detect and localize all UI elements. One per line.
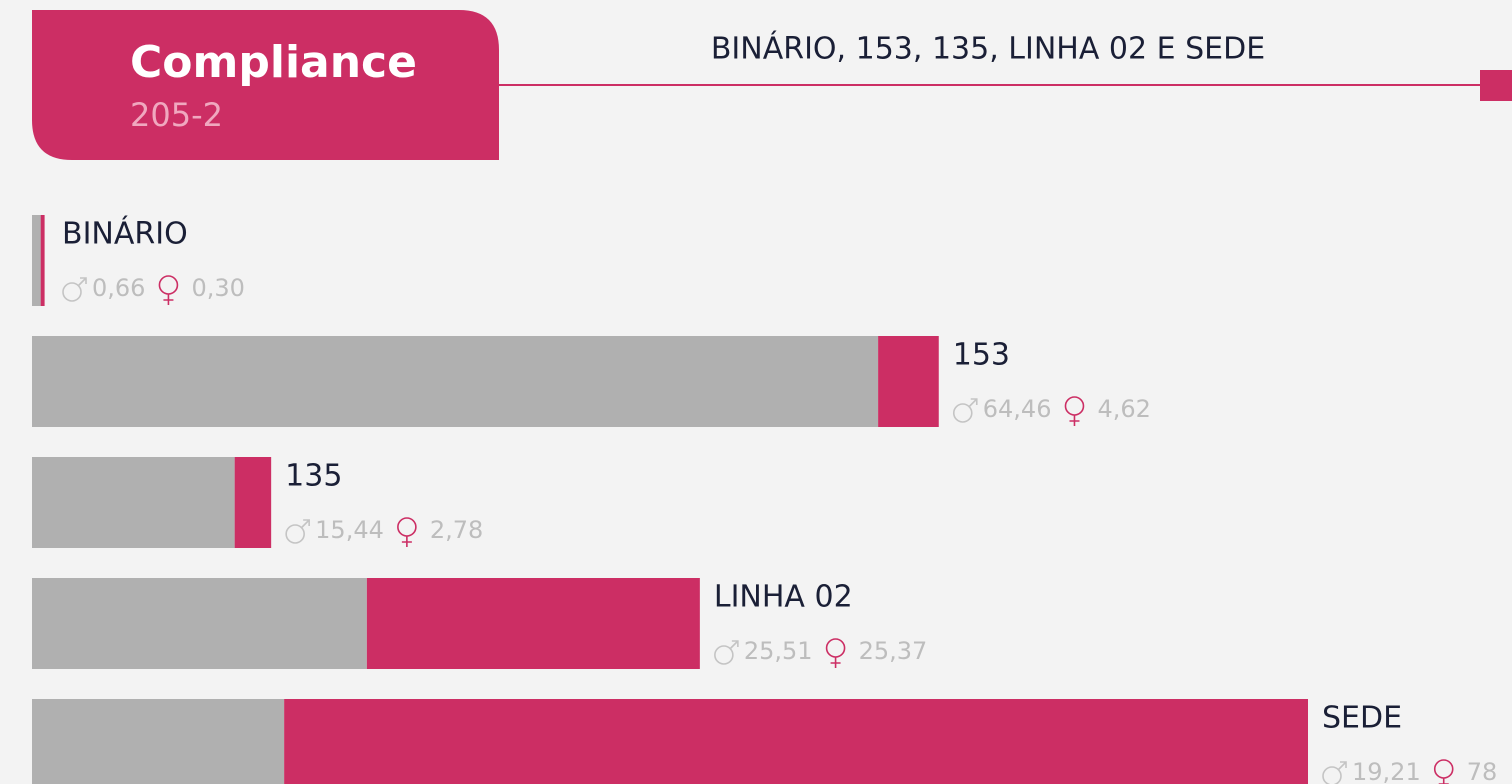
male-icon [62,277,87,302]
male-icon-circle [1322,766,1342,784]
male-icon [714,640,739,665]
category-label: SEDE [1322,701,1402,736]
bar-segment [32,578,367,669]
female-icon [1433,759,1454,784]
female-icon-circle [825,638,846,658]
bar-segment [32,699,285,784]
male-value: 19,21 [1352,758,1421,784]
male-icon-arrow [77,277,87,287]
bar-segment [878,336,939,427]
bar-segment [40,215,45,306]
bar-segment [366,578,700,669]
female-icon-circle [158,275,179,295]
header-square [1480,70,1512,101]
female-icon-cross [163,294,174,305]
male-icon-arrow [1337,761,1347,771]
male-icon-circle [952,403,973,423]
bar-segment [284,699,1308,784]
female-icon [397,517,417,547]
female-icon [1064,396,1085,426]
female-icon-circle [397,517,417,537]
male-icon-arrow [300,519,310,529]
female-value: 78 [1467,758,1498,784]
female-value: 25,37 [859,637,928,665]
male-icon-circle [62,282,82,302]
category-label: 135 [285,459,342,494]
female-value: 2,78 [430,516,483,544]
male-icon-arrow [968,398,978,408]
header-title: Compliance [130,37,417,88]
bar-segment [32,457,235,548]
header-panel [32,10,499,160]
bar-segment [234,457,272,548]
bar-segment [32,336,879,427]
female-icon-cross [401,536,412,547]
category-label: 153 [953,338,1010,373]
male-value: 25,51 [744,637,813,665]
female-icon-circle [1433,759,1454,779]
category-label: LINHA 02 [714,580,853,615]
male-icon-circle [285,524,305,544]
male-icon [1322,761,1347,784]
male-icon [952,398,978,423]
female-icon-cross [1438,778,1449,784]
male-icon [285,519,310,544]
female-icon [825,638,846,668]
female-icon [158,275,179,305]
male-icon-circle [714,645,734,665]
female-icon-cross [830,657,841,668]
bar-segment [32,215,41,306]
male-value: 64,46 [983,395,1052,423]
header-code: 205-2 [130,96,223,134]
male-value: 0,66 [92,274,145,302]
category-label: BINÁRIO [62,216,188,252]
female-value: 0,30 [191,274,244,302]
female-icon-cross [1069,415,1080,426]
male-value: 15,44 [315,516,384,544]
subtitle: BINÁRIO, 153, 135, LINHA 02 E SEDE [711,31,1265,67]
male-icon-arrow [729,640,739,650]
female-icon-circle [1064,396,1085,416]
female-value: 4,62 [1097,395,1150,423]
